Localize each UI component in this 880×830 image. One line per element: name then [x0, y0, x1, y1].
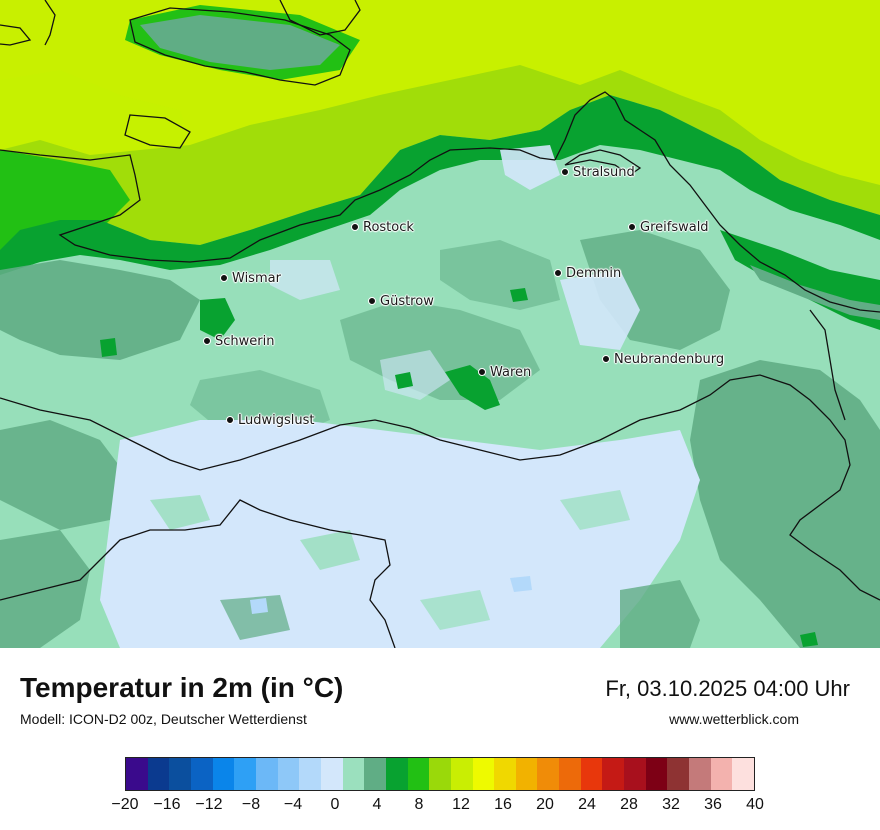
legend-swatch: [624, 758, 646, 790]
legend-tick-label: 24: [578, 796, 596, 813]
legend-swatch: [667, 758, 690, 790]
city-marker-icon: [602, 354, 610, 363]
city-guestrow: Güstrow: [368, 294, 434, 309]
legend-swatch: [580, 758, 603, 790]
city-wismar: Wismar: [220, 271, 281, 286]
city-neubrandenburg: Neubrandenburg: [602, 352, 724, 367]
city-demmin: Demmin: [554, 266, 621, 281]
legend-swatch: [407, 758, 430, 790]
legend-tick-label: 36: [704, 796, 722, 813]
legend-swatch: [277, 758, 300, 790]
map-field: [0, 0, 880, 648]
city-marker-icon: [561, 167, 569, 176]
city-marker-icon: [220, 273, 228, 282]
legend-swatch: [732, 758, 755, 790]
legend-swatch: [234, 758, 256, 790]
city-marker-icon: [203, 336, 211, 345]
city-marker-icon: [351, 222, 359, 231]
legend-tick-label: 32: [662, 796, 680, 813]
city-marker-icon: [368, 296, 376, 305]
map-title: Temperatur in 2m (in °C): [20, 672, 344, 703]
legend-tick-label: 28: [620, 796, 638, 813]
legend-tick-label: 16: [494, 796, 512, 813]
legend-swatch: [515, 758, 538, 790]
color-legend: [125, 757, 755, 791]
website-link[interactable]: www.wetterblick.com: [669, 711, 799, 727]
legend-swatch: [385, 758, 408, 790]
model-info: Modell: ICON-D2 00z, Deutscher Wetterdie…: [20, 711, 307, 727]
city-marker-icon: [628, 222, 636, 231]
legend-tick-label: 40: [746, 796, 764, 813]
temperature-map: Stralsund Rostock Greifswald Wismar Demm…: [0, 0, 880, 648]
legend-tick-label: 0: [330, 796, 340, 813]
legend-swatch: [169, 758, 191, 790]
city-schwerin: Schwerin: [203, 334, 274, 349]
legend-tick-label: 8: [414, 796, 424, 813]
legend-ticks: −20 −16 −12 −8 −4 0 4 8 12 16 20 24 28 32 36 40: [111, 796, 763, 816]
legend-swatch: [212, 758, 235, 790]
legend-tick-label: −8: [241, 796, 261, 813]
legend-tick-label: −12: [195, 796, 223, 813]
legend-swatch: [299, 758, 321, 790]
legend-swatch: [472, 758, 495, 790]
city-greifswald: Greifswald: [628, 220, 709, 235]
legend-swatch: [494, 758, 516, 790]
legend-tick-label: −4: [283, 796, 303, 813]
legend-tick-label: 12: [452, 796, 470, 813]
legend-swatch: [602, 758, 625, 790]
legend-swatch: [190, 758, 213, 790]
city-ludwigslust: Ludwigslust: [226, 413, 315, 428]
legend-tick-label: 20: [536, 796, 554, 813]
legend-swatch: [450, 758, 473, 790]
legend-swatch: [364, 758, 386, 790]
city-marker-icon: [478, 367, 486, 376]
legend-swatch: [126, 758, 148, 790]
city-rostock: Rostock: [351, 220, 414, 235]
legend-swatch: [710, 758, 733, 790]
legend-swatch: [559, 758, 581, 790]
forecast-datetime: Fr, 03.10.2025 04:00 Uhr: [605, 676, 850, 701]
legend-swatch: [537, 758, 560, 790]
legend-swatch: [255, 758, 278, 790]
legend-tick-label: −16: [153, 796, 181, 813]
legend-tick-label: 4: [372, 796, 382, 813]
legend-swatch: [320, 758, 343, 790]
city-marker-icon: [554, 268, 562, 277]
legend-swatch: [147, 758, 170, 790]
legend-swatch: [645, 758, 668, 790]
city-marker-icon: [226, 415, 234, 424]
city-stralsund: Stralsund: [561, 165, 635, 180]
city-waren: Waren: [478, 365, 531, 380]
legend-swatch: [689, 758, 711, 790]
legend-swatch: [342, 758, 365, 790]
legend-swatch: [429, 758, 451, 790]
legend-tick-label: −20: [111, 796, 139, 813]
